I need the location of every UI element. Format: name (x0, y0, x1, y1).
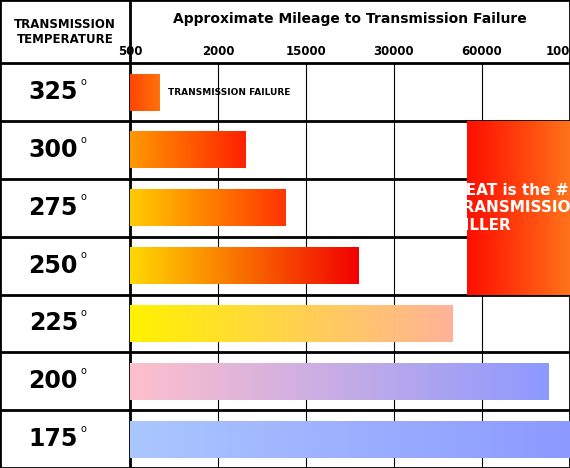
Text: HEAT is the #1
TRANSMISSION
KILLER: HEAT is the #1 TRANSMISSION KILLER (453, 183, 570, 233)
Text: 175: 175 (28, 427, 78, 451)
Text: o: o (80, 424, 87, 434)
Text: TRANSMISSION FAILURE: TRANSMISSION FAILURE (168, 88, 291, 96)
Text: 60000: 60000 (462, 45, 502, 58)
Text: 500: 500 (118, 45, 142, 58)
Text: Approximate Mileage to Transmission Failure: Approximate Mileage to Transmission Fail… (173, 12, 527, 26)
Text: o: o (80, 134, 87, 145)
Text: 225: 225 (28, 311, 78, 336)
Text: 15000: 15000 (286, 45, 327, 58)
Text: 2000: 2000 (202, 45, 234, 58)
Text: o: o (80, 77, 87, 87)
Text: o: o (80, 192, 87, 202)
Text: 250: 250 (28, 254, 78, 278)
Text: 30000: 30000 (374, 45, 414, 58)
Text: TRANSMISSION
TEMPERATURE: TRANSMISSION TEMPERATURE (14, 18, 116, 45)
Text: o: o (80, 366, 87, 376)
Text: 300: 300 (28, 138, 78, 162)
Text: 200: 200 (28, 369, 78, 393)
Text: o: o (80, 250, 87, 260)
Text: 325: 325 (28, 80, 78, 104)
Text: o: o (80, 308, 87, 318)
Text: 275: 275 (28, 196, 78, 220)
Text: 100000: 100000 (545, 45, 570, 58)
